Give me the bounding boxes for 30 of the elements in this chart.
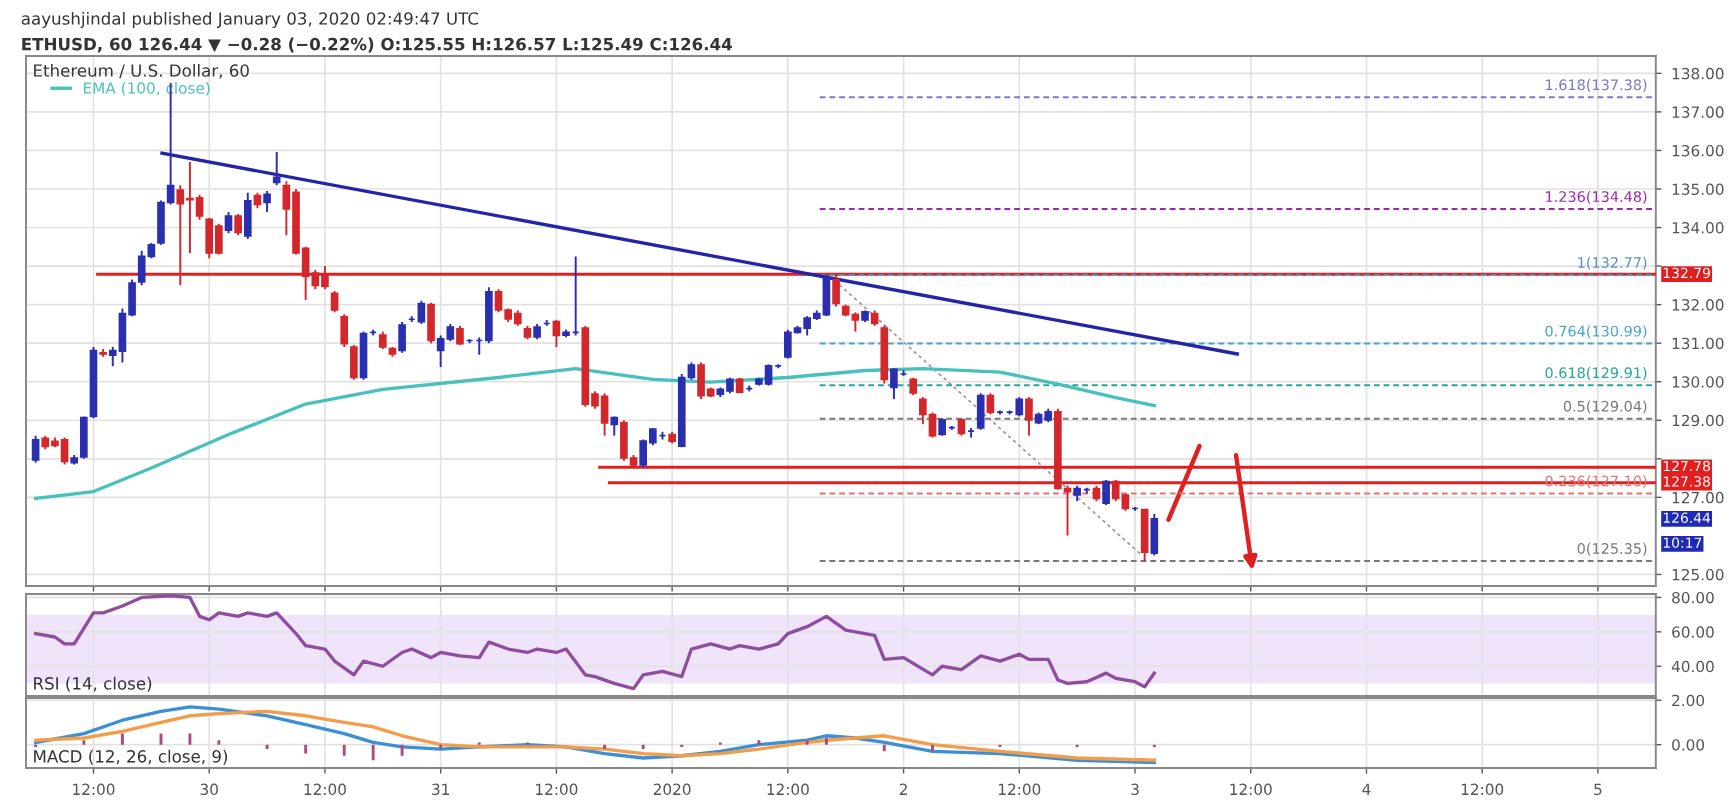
candlestick bbox=[986, 392, 995, 416]
candlestick bbox=[427, 301, 435, 345]
candlestick bbox=[417, 299, 426, 325]
candlestick bbox=[31, 434, 40, 464]
line-series bbox=[33, 594, 1156, 691]
candlestick bbox=[350, 344, 358, 381]
candlestick bbox=[552, 319, 561, 348]
candlestick bbox=[1025, 396, 1033, 437]
text: ETHUSD, 60 126.44 ▼ −0.28 (−0.22%) O:125.55 H:126.57 L:125.49 C:126.44 bbox=[22, 37, 732, 53]
candlestick bbox=[263, 189, 271, 214]
candlestick bbox=[832, 273, 840, 308]
candlestick bbox=[1150, 512, 1159, 557]
candlestick bbox=[1140, 507, 1149, 562]
candlestick bbox=[456, 324, 464, 347]
candlestick bbox=[610, 415, 619, 437]
candlestick bbox=[330, 290, 339, 314]
chart-title: Ethereum / U.S. Dollar, 60 bbox=[34, 63, 249, 79]
candlestick bbox=[243, 191, 252, 241]
candlestick bbox=[1102, 479, 1110, 507]
candlestick bbox=[234, 213, 242, 237]
candlestick bbox=[340, 313, 349, 348]
text: RSI (14, close) bbox=[34, 676, 152, 692]
candlestick bbox=[398, 320, 406, 354]
text: MACD (12, 26, close, 9) bbox=[34, 749, 228, 765]
candlestick bbox=[1015, 396, 1024, 418]
text: aayushjindal published January 03, 2020 02:49:47 UTC bbox=[21, 11, 479, 29]
candlestick bbox=[976, 392, 985, 431]
line-series bbox=[33, 366, 1156, 501]
candlestick bbox=[359, 330, 368, 381]
candlestick bbox=[224, 211, 233, 235]
